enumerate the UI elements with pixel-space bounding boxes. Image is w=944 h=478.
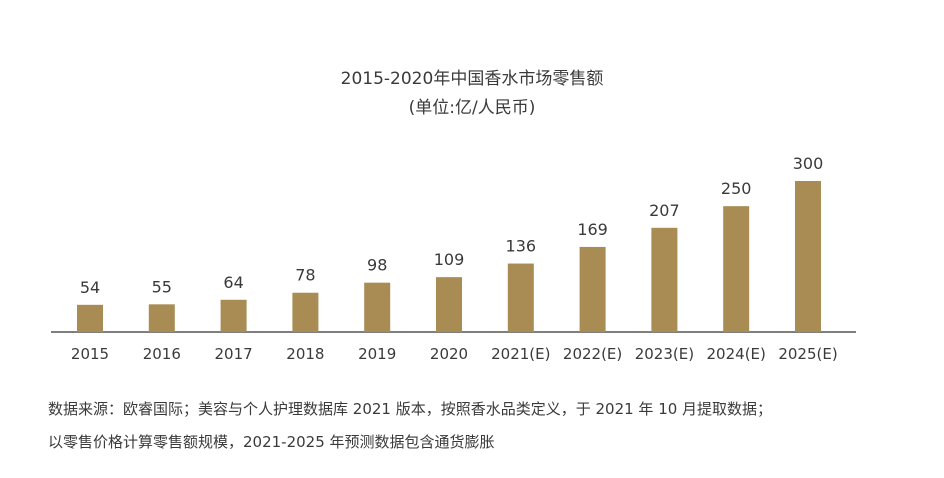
x-tick-label-2017: 2017	[215, 345, 253, 363]
data-label-2018: 78	[295, 266, 315, 285]
data-label-2020: 109	[434, 250, 465, 269]
chart-title: 2015-2020年中国香水市场零售额	[340, 69, 604, 89]
data-label-2023(E): 207	[649, 201, 680, 220]
x-tick-label-2019: 2019	[358, 345, 396, 363]
data-label-2024(E): 250	[721, 179, 752, 198]
bar-2018	[292, 292, 319, 332]
x-tick-label-2025(E): 2025(E)	[778, 345, 837, 363]
bar-2024(E)	[723, 206, 750, 332]
bar-2022(E)	[579, 246, 606, 332]
data-label-2017: 64	[223, 273, 243, 292]
bar-2016	[148, 304, 175, 332]
source-note-line-1: 数据来源：欧睿国际；美容与个人护理数据库 2021 版本，按照香水品类定义，于 …	[48, 400, 773, 418]
data-label-2022(E): 169	[577, 220, 608, 239]
data-label-2021(E): 136	[506, 237, 537, 256]
bar-2017	[220, 299, 247, 332]
bar-2019	[364, 282, 391, 332]
data-label-2025(E): 300	[793, 154, 824, 173]
bar-2023(E)	[651, 227, 678, 332]
source-note-line-2: 以零售价格计算零售额规模，2021-2025 年预测数据包含通货膨胀	[48, 433, 495, 451]
data-label-2016: 55	[152, 277, 172, 296]
x-tick-label-2022(E): 2022(E)	[563, 345, 622, 363]
x-tick-label-2015: 2015	[71, 345, 109, 363]
x-tick-label-2020: 2020	[430, 345, 468, 363]
data-label-2019: 98	[367, 256, 387, 275]
x-tick-label-2023(E): 2023(E)	[635, 345, 694, 363]
x-tick-label-2016: 2016	[143, 345, 181, 363]
x-tick-label-2018: 2018	[286, 345, 324, 363]
x-tick-label-2024(E): 2024(E)	[707, 345, 766, 363]
chart-subtitle: (单位:亿/人民币)	[408, 98, 536, 118]
bar-2020	[436, 277, 462, 332]
bar-2025(E)	[795, 181, 821, 332]
bar-2015	[77, 304, 103, 332]
bar-2021(E)	[507, 263, 534, 332]
x-tick-label-2021(E): 2021(E)	[491, 345, 550, 363]
data-label-2015: 54	[80, 278, 100, 297]
